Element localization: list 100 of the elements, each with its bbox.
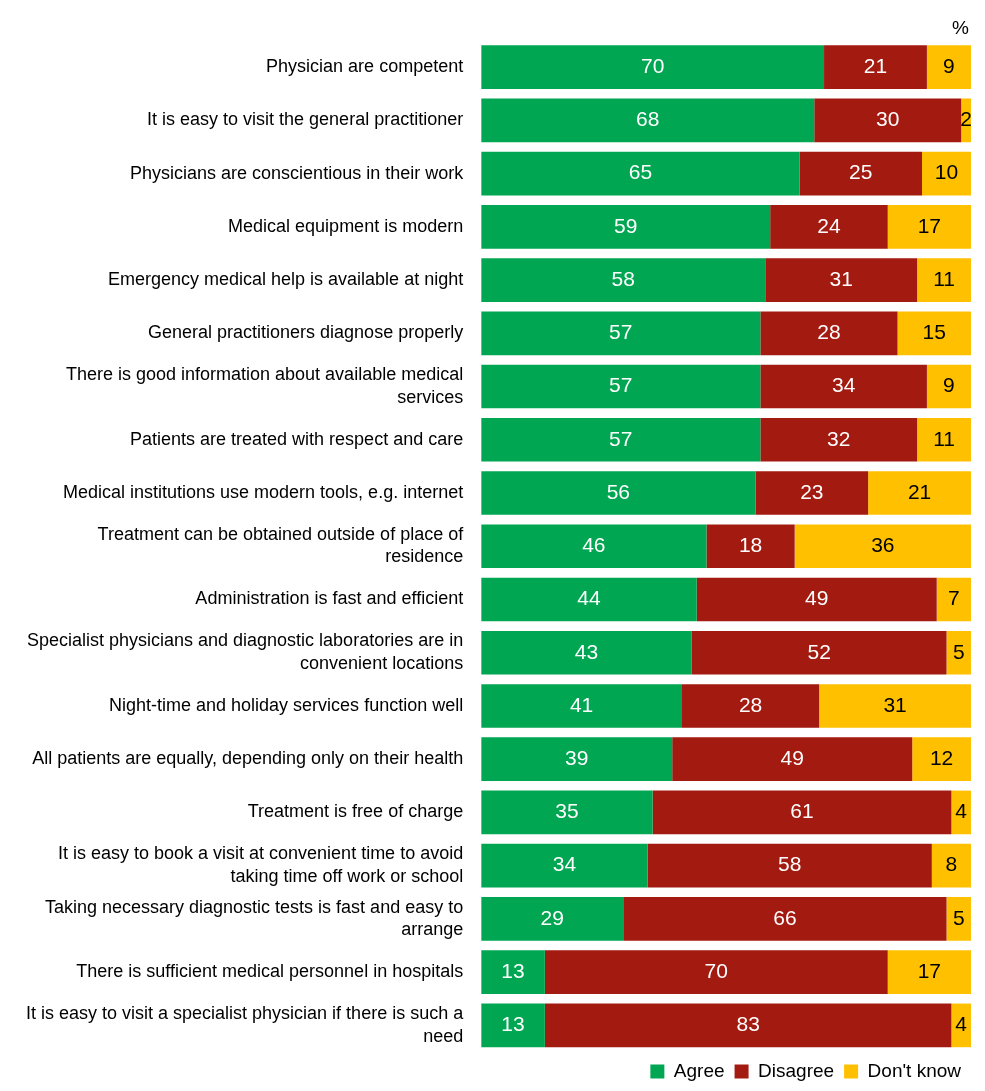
data-label: 61 bbox=[790, 799, 814, 823]
bar bbox=[481, 524, 707, 569]
bar bbox=[481, 630, 692, 675]
legend-label: Agree bbox=[673, 1059, 725, 1081]
y-tick-label: It is easy to visit a specialist physician if there is such a need bbox=[26, 1003, 465, 1046]
y-tick-label: Patients are treated with respect and care bbox=[130, 428, 464, 449]
y-tick-label: It is easy to book a visit at convenient time to avoid taking time off work or school bbox=[57, 843, 464, 886]
bar bbox=[824, 45, 927, 89]
bar bbox=[887, 205, 971, 249]
bar bbox=[481, 577, 697, 622]
data-label: 2 bbox=[960, 107, 972, 131]
data-label: 52 bbox=[807, 639, 831, 663]
data-label: 15 bbox=[922, 320, 946, 344]
bar bbox=[760, 364, 927, 409]
y-tick-label: Night-time and holiday services function well bbox=[109, 694, 464, 715]
y-tick-label: Physicians are conscientious in their work bbox=[130, 162, 465, 183]
bar bbox=[814, 98, 962, 143]
y-tick-label: Treatment can be obtained outside of place of residence bbox=[97, 523, 465, 567]
data-label: 57 bbox=[609, 373, 633, 397]
bar bbox=[819, 684, 971, 728]
data-label: 23 bbox=[800, 479, 824, 503]
bar bbox=[887, 950, 971, 994]
bar bbox=[481, 471, 756, 515]
y-tick-label: Specialist physicians and diagnostic laboratories are in convenient locations bbox=[26, 630, 464, 673]
data-label: 35 bbox=[555, 799, 579, 823]
bar bbox=[755, 471, 869, 515]
data-label: 28 bbox=[738, 692, 763, 716]
bar bbox=[481, 1003, 545, 1048]
y-tick-label: All patients are equally, depending only on their health bbox=[32, 748, 464, 769]
bar bbox=[481, 258, 766, 302]
data-label: 68 bbox=[636, 107, 660, 131]
data-label: 39 bbox=[565, 745, 589, 769]
data-label: 4 bbox=[955, 799, 968, 823]
bar bbox=[682, 684, 820, 728]
bar bbox=[926, 364, 971, 409]
data-label: 56 bbox=[606, 479, 631, 503]
y-tick-label: There is good information about available medical services bbox=[65, 364, 464, 407]
bar bbox=[951, 790, 971, 835]
y-tick-label: Emergency medical help is available at night bbox=[107, 269, 464, 290]
data-label: 83 bbox=[736, 1012, 760, 1036]
data-label: 30 bbox=[876, 107, 900, 131]
bar bbox=[794, 524, 971, 569]
text: % bbox=[952, 17, 970, 39]
bar bbox=[481, 98, 815, 143]
data-label: 65 bbox=[628, 160, 653, 184]
legend-label: Disagree bbox=[758, 1059, 835, 1081]
data-label: 9 bbox=[943, 53, 955, 77]
bar bbox=[917, 258, 971, 302]
data-label: 10 bbox=[934, 160, 959, 184]
data-label: 70 bbox=[640, 53, 665, 77]
data-label: 59 bbox=[614, 213, 638, 237]
bar bbox=[481, 684, 683, 728]
data-label: 34 bbox=[831, 373, 856, 397]
data-label: 11 bbox=[933, 426, 955, 450]
data-label: 36 bbox=[871, 533, 895, 557]
data-label: 57 bbox=[609, 426, 633, 450]
data-label: 32 bbox=[827, 426, 851, 450]
data-label: 5 bbox=[952, 639, 965, 663]
data-label: 17 bbox=[917, 958, 942, 982]
y-tick-label: Medical institutions use modern tools, e.g. internet bbox=[62, 481, 464, 502]
data-label: 58 bbox=[611, 266, 635, 290]
data-label: 49 bbox=[805, 586, 829, 610]
bar bbox=[481, 364, 761, 409]
bar bbox=[481, 151, 800, 196]
data-label: 4 bbox=[955, 1012, 968, 1036]
y-tick-label: There is sufficient medical personnel in hospitals bbox=[76, 961, 464, 982]
bar bbox=[946, 630, 971, 675]
data-label: 43 bbox=[574, 639, 599, 663]
data-label: 12 bbox=[929, 745, 954, 769]
data-label: 34 bbox=[552, 852, 577, 876]
data-label: 70 bbox=[704, 958, 728, 982]
bar bbox=[652, 790, 952, 835]
data-label: 21 bbox=[863, 53, 888, 77]
bar bbox=[917, 417, 971, 462]
bar bbox=[481, 45, 825, 89]
bar bbox=[936, 577, 971, 622]
data-label: 8 bbox=[945, 852, 958, 876]
bar bbox=[926, 45, 971, 89]
data-label: 13 bbox=[501, 1012, 525, 1036]
data-label: 18 bbox=[738, 533, 763, 557]
bar bbox=[481, 897, 624, 941]
y-tick-label: Medical equipment is modern bbox=[228, 215, 464, 236]
data-label: 46 bbox=[582, 533, 606, 557]
data-label: 49 bbox=[780, 745, 804, 769]
y-tick-label: Physician are competent bbox=[266, 56, 464, 77]
bar bbox=[481, 950, 545, 994]
bar bbox=[912, 737, 971, 782]
bar bbox=[544, 950, 888, 994]
data-label: 66 bbox=[773, 905, 797, 929]
data-label: 31 bbox=[883, 692, 907, 716]
data-label: 44 bbox=[577, 586, 601, 610]
bar bbox=[760, 311, 898, 356]
bar bbox=[706, 524, 795, 569]
bar bbox=[481, 311, 761, 356]
bar bbox=[481, 417, 761, 462]
data-label: 41 bbox=[569, 692, 594, 716]
bar bbox=[931, 843, 971, 888]
bar bbox=[623, 897, 947, 941]
data-label: 21 bbox=[907, 479, 932, 503]
bar bbox=[691, 630, 947, 675]
